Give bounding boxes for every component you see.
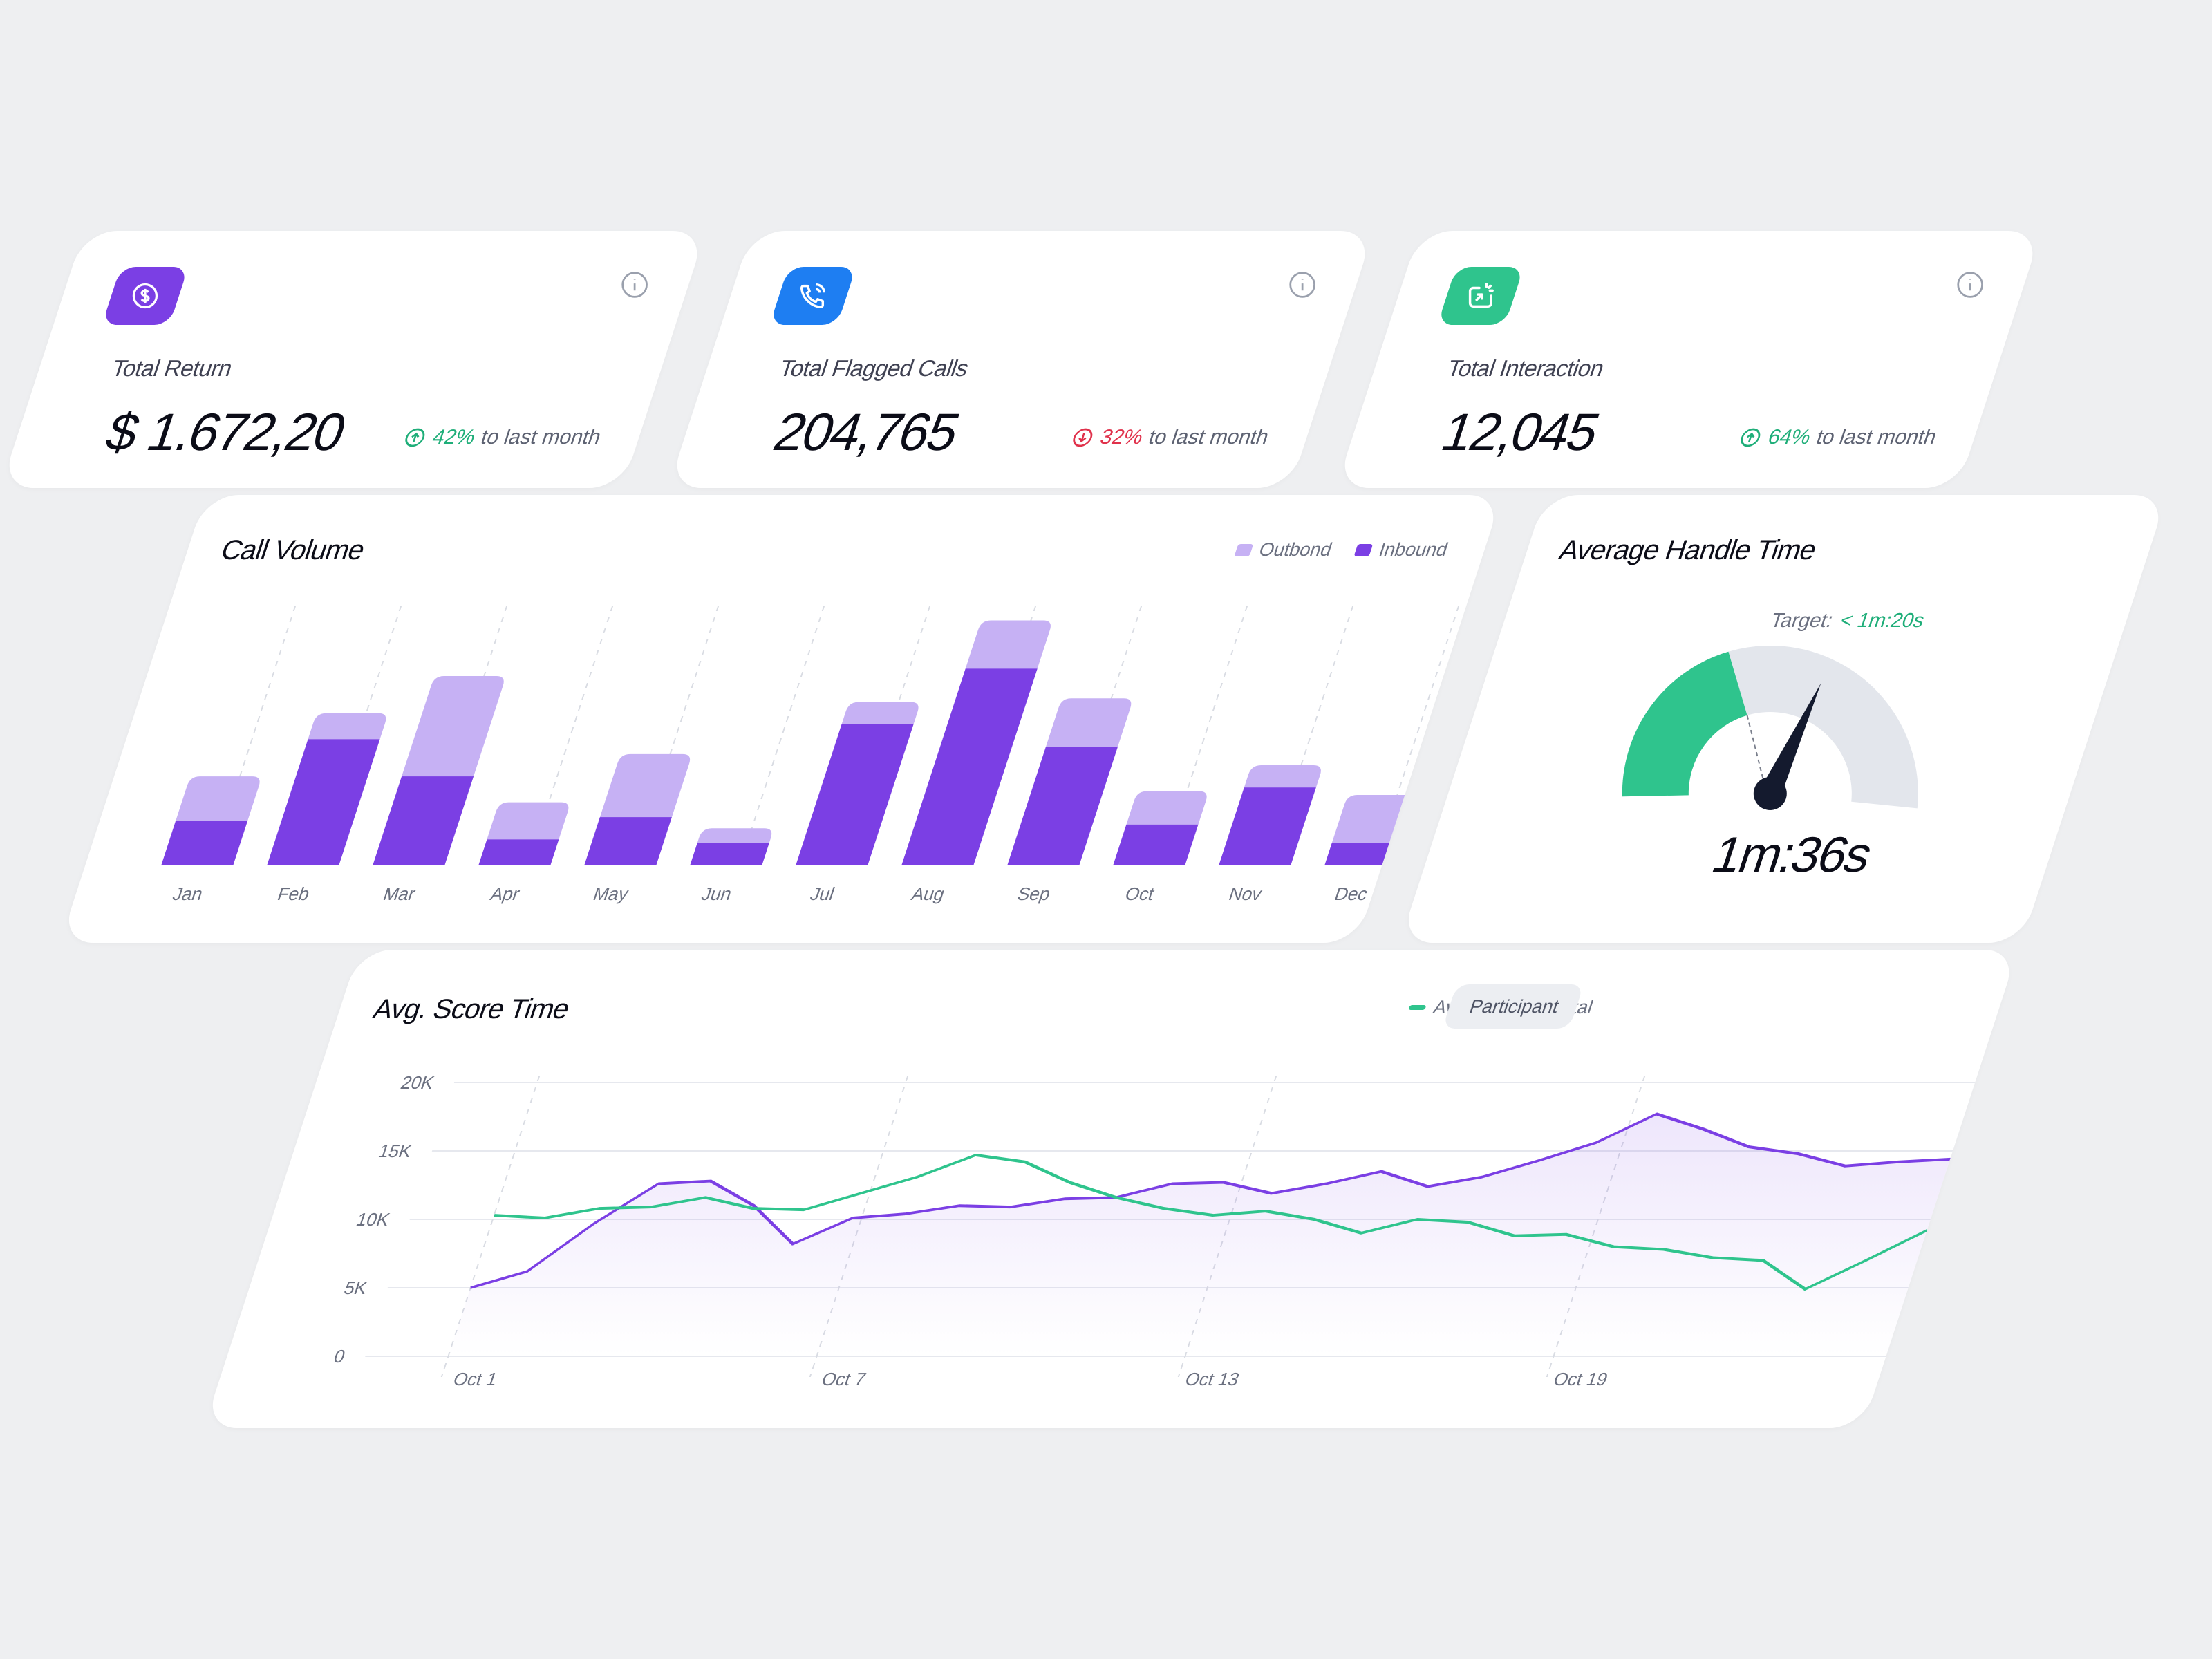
bar-inbound-jun <box>690 843 769 865</box>
kpi-card-flagged-calls: Total Flagged Calls 204,765 32% to last … <box>668 231 1374 488</box>
call-volume-card: Call Volume Outbond Inbound Jan Feb Mar Apr… <box>59 495 1503 943</box>
participant-label: Participant <box>1467 995 1562 1017</box>
bar-inbound-jul <box>796 724 914 865</box>
delta-percent: 32% <box>1097 426 1147 449</box>
phone-icon <box>769 267 856 325</box>
kpi-value: $ 1.672,20 <box>98 403 353 462</box>
score-time-chart: 0 5K 10K 15K 20K Oct 1 Oct 7 Oct 13 Oct 19 Oct 25 <box>331 1073 2014 1389</box>
delta-suffix: to last month <box>478 426 604 449</box>
x-tick-label: Feb <box>275 884 312 904</box>
kpi-delta: 64% to last month <box>1736 426 1940 449</box>
y-tick-label: 10K <box>354 1210 393 1230</box>
arrow-up-circle-icon <box>1741 428 1761 447</box>
x-tick-label: Jul <box>807 884 837 904</box>
grid-line <box>1914 1076 2014 1377</box>
x-tick-label: Oct 13 <box>1183 1369 1242 1389</box>
x-tick-label: Jan <box>170 884 205 904</box>
y-tick-label: 0 <box>331 1347 348 1367</box>
series-total-area <box>448 1114 1951 1356</box>
participant-button[interactable]: Participant <box>1442 984 1584 1029</box>
bar-inbound-feb <box>267 739 380 865</box>
x-tick-label: Aug <box>909 884 948 904</box>
delta-suffix: to last month <box>1145 426 1272 449</box>
handle-time-card: Average Handle Time Target: < 1m:20s 1m:… <box>1399 495 2168 943</box>
y-tick-label: 20K <box>398 1073 437 1093</box>
kpi-delta: 42% to last month <box>400 426 604 449</box>
x-tick-label: Oct <box>1123 884 1157 904</box>
bar-inbound-mar <box>373 776 474 866</box>
kpi-card-total-return: Total Return $ 1.672,20 42% to last mont… <box>0 231 706 488</box>
needle-hub <box>1753 777 1787 810</box>
target-marker <box>1746 715 1765 786</box>
x-tick-label: Oct 25 <box>1920 1369 1979 1389</box>
interaction-icon <box>1437 267 1524 325</box>
x-tick-label: Nov <box>1226 884 1265 904</box>
bar-inbound-oct <box>1113 824 1199 865</box>
delta-suffix: to last month <box>1813 426 1940 449</box>
info-icon[interactable] <box>1287 270 1318 300</box>
handle-time-gauge <box>1622 646 1918 810</box>
kpi-value: 12,045 <box>1434 403 1606 462</box>
info-icon[interactable] <box>1955 270 1985 300</box>
series-average-line <box>494 1153 1928 1291</box>
delta-percent: 42% <box>429 426 479 449</box>
bar-inbound-dec <box>1324 843 1404 865</box>
kpi-label: Total Flagged Calls <box>776 355 973 381</box>
handle-time-value: 1m:36s <box>1705 827 1879 883</box>
gauge-target-fill <box>1622 651 1748 797</box>
x-tick-label: Sep <box>1015 884 1053 904</box>
x-tick-label: Oct 7 <box>819 1369 869 1389</box>
kpi-label: Total Interaction <box>1443 355 1608 381</box>
gauge-needle <box>1760 683 1821 798</box>
arrow-up-circle-icon <box>405 428 425 447</box>
delta-percent: 64% <box>1765 426 1815 449</box>
y-tick-label: 5K <box>341 1278 370 1298</box>
kpi-value: 204,765 <box>766 403 966 462</box>
bar-inbound-apr <box>478 839 559 865</box>
kpi-delta: 32% to last month <box>1068 426 1272 449</box>
arrow-down-circle-icon <box>1073 428 1093 447</box>
call-volume-chart: Jan Feb Mar Apr May Jun Jul Aug Sep Oct Nov Dec <box>161 606 1460 904</box>
x-tick-label: Oct 1 <box>451 1369 500 1389</box>
bar-inbound-jan <box>161 821 248 865</box>
info-icon[interactable] <box>619 270 650 300</box>
kpi-card-interaction: Total Interaction 12,045 64% to last mon… <box>1335 231 2042 488</box>
kpi-label: Total Return <box>108 355 236 381</box>
bar-inbound-sep <box>1007 747 1118 865</box>
x-tick-label: Jun <box>699 884 734 904</box>
x-tick-label: Mar <box>381 884 418 904</box>
x-tick-label: Oct 19 <box>1551 1369 1611 1389</box>
bar-inbound-aug <box>901 668 1038 865</box>
x-tick-label: May <box>591 884 632 904</box>
series-total-line <box>470 1112 1951 1289</box>
bar-inbound-may <box>584 817 672 865</box>
x-tick-label: Apr <box>488 884 523 904</box>
bar-inbound-nov <box>1219 787 1316 866</box>
x-tick-label: Dec <box>1332 884 1371 904</box>
score-time-card: Avg. Score Time 0 5K 10K 15K 20K Oct 1 Oct 7 Oc… <box>203 950 2018 1428</box>
dollar-icon <box>102 267 189 325</box>
y-tick-label: 15K <box>376 1141 415 1161</box>
